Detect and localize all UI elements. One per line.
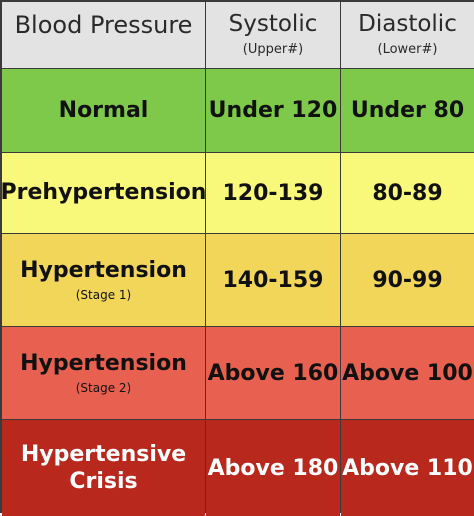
- systolic-cell: 120-139: [206, 153, 340, 233]
- category-sub-label: (Stage 1): [75, 288, 132, 303]
- header-blood-pressure: Blood Pressure: [2, 2, 205, 68]
- category-label: Prehypertension: [0, 180, 207, 206]
- systolic-cell: Above 160: [206, 327, 340, 419]
- diastolic-cell: 80-89: [341, 153, 474, 233]
- category-label: Hypertension: [20, 350, 187, 376]
- diastolic-cell: Above 110: [341, 420, 474, 516]
- header-diastolic: Diastolic (Lower#): [341, 2, 474, 68]
- diastolic-cell: 90-99: [341, 234, 474, 326]
- category-cell: Hypertension (Stage 1): [2, 234, 205, 326]
- category-cell: Hypertensive Crisis: [2, 420, 205, 516]
- diastolic-cell: Above 100: [341, 327, 474, 419]
- category-sub-label: (Stage 2): [75, 381, 132, 396]
- header-diastolic-sub: (Lower#): [377, 41, 438, 57]
- diastolic-cell: Under 80: [341, 69, 474, 152]
- header-diastolic-label: Diastolic: [358, 11, 457, 38]
- header-blood-pressure-label: Blood Pressure: [14, 11, 193, 39]
- category-cell: Hypertension (Stage 2): [2, 327, 205, 419]
- category-label: Hypertension: [20, 257, 187, 283]
- category-cell: Prehypertension: [0, 153, 207, 233]
- header-systolic-label: Systolic: [228, 11, 318, 38]
- category-label: Normal: [58, 97, 149, 123]
- category-cell: Normal: [2, 69, 205, 152]
- header-systolic: Systolic (Upper#): [206, 2, 340, 68]
- systolic-cell: Above 180: [206, 420, 340, 516]
- systolic-cell: 140-159: [206, 234, 340, 326]
- category-label: Hypertensive Crisis: [20, 441, 187, 495]
- header-systolic-sub: (Upper#): [242, 41, 304, 57]
- systolic-cell: Under 120: [206, 69, 340, 152]
